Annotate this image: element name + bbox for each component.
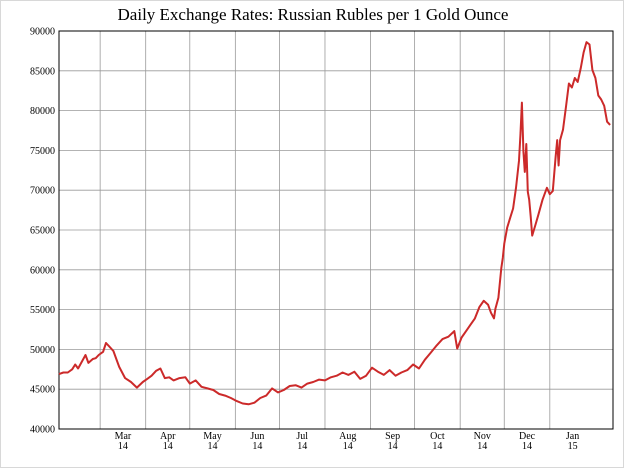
plot-frame xyxy=(58,30,614,430)
x-tick-year: 14 xyxy=(522,441,532,452)
y-tick-label: 75000 xyxy=(30,146,55,157)
y-tick: 40000 xyxy=(30,425,55,436)
y-tick-label: 40000 xyxy=(30,425,55,436)
chart-title: Daily Exchange Rates: Russian Rubles per… xyxy=(117,5,509,24)
x-tick-year: 14 xyxy=(163,441,173,452)
x-tick-year: 14 xyxy=(432,441,442,452)
y-tick: 45000 xyxy=(30,385,55,396)
x-tick-month: Aug xyxy=(339,431,356,442)
x-tick-year: 14 xyxy=(118,441,128,452)
x-tick-year: 14 xyxy=(477,441,487,452)
y-axis-ticks: 40000 45000 50000 55000 60000 65000 70000 75000… xyxy=(30,27,55,436)
y-tick: 55000 xyxy=(30,305,55,316)
y-tick-label: 70000 xyxy=(30,186,55,197)
x-tick-month: Mar xyxy=(115,431,132,442)
grid-lines xyxy=(59,30,613,430)
y-tick: 70000 xyxy=(30,186,55,197)
x-tick-month: May xyxy=(203,431,221,442)
y-tick-label: 60000 xyxy=(30,265,55,276)
x-tick-month: Dec xyxy=(519,431,536,442)
x-tick-year: 14 xyxy=(208,441,218,452)
x-tick-month: Sep xyxy=(385,431,400,442)
x-axis-ticks: Mar14Apr14May14Jun14Jul14Aug14Sep14Oct14… xyxy=(115,431,580,452)
y-tick-label: 85000 xyxy=(30,66,55,77)
x-tick-year: 15 xyxy=(568,441,578,452)
y-tick-label: 65000 xyxy=(30,226,55,237)
x-tick-year: 14 xyxy=(297,441,307,452)
plot-border xyxy=(58,30,614,430)
y-tick-label: 80000 xyxy=(30,106,55,117)
x-tick-month: Jun xyxy=(250,431,264,442)
series-layer xyxy=(58,41,611,406)
y-tick: 75000 xyxy=(30,146,55,157)
x-tick-month: Oct xyxy=(430,431,445,442)
y-tick: 65000 xyxy=(30,226,55,237)
y-tick-label: 45000 xyxy=(30,385,55,396)
y-tick: 80000 xyxy=(30,106,55,117)
x-tick-year: 14 xyxy=(252,441,262,452)
x-tick-year: 14 xyxy=(388,441,398,452)
y-tick: 85000 xyxy=(30,66,55,77)
y-tick: 60000 xyxy=(30,265,55,276)
y-tick-label: 90000 xyxy=(30,27,55,38)
y-tick: 90000 xyxy=(30,27,55,38)
y-tick-label: 50000 xyxy=(30,345,55,356)
y-tick: 50000 xyxy=(30,345,55,356)
series-line-0 xyxy=(58,41,611,406)
x-tick-month: Jan xyxy=(566,431,579,442)
x-tick-year: 14 xyxy=(343,441,353,452)
x-tick-month: Apr xyxy=(160,431,176,442)
x-tick-month: Nov xyxy=(474,431,491,442)
x-tick-month: Jul xyxy=(296,431,308,442)
y-tick-label: 55000 xyxy=(30,305,55,316)
